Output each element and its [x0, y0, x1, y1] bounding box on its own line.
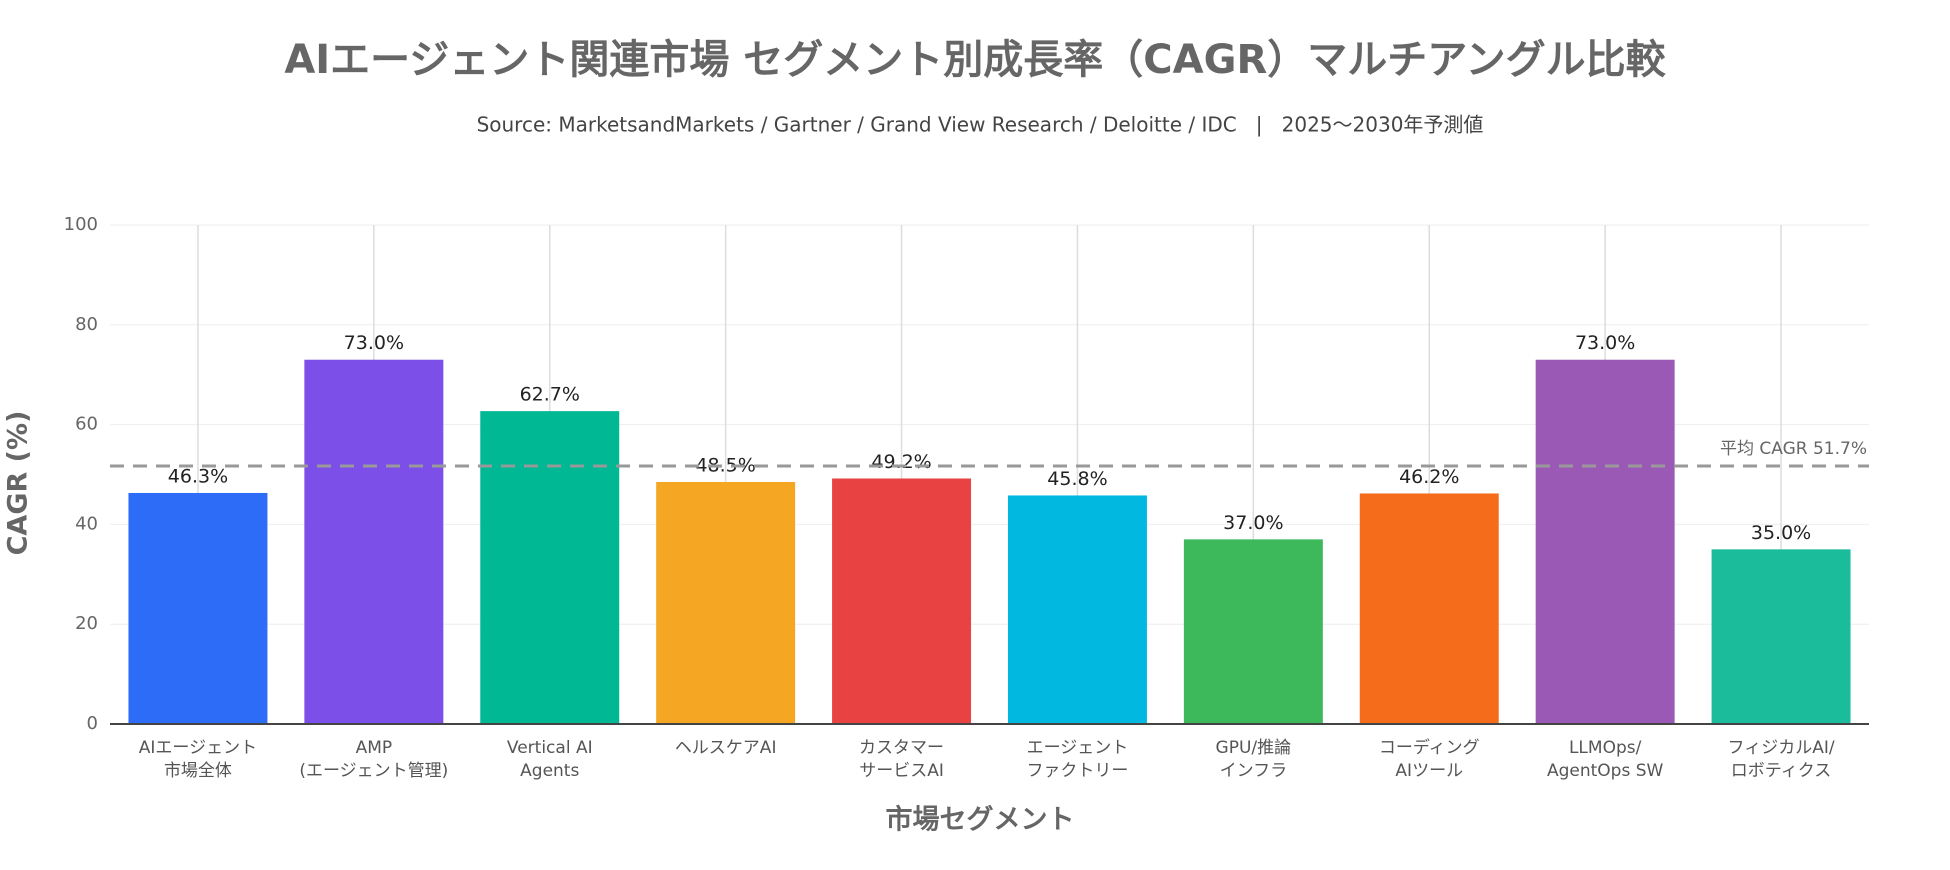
x-tick-label: Vertical AI — [507, 738, 593, 758]
y-tick-label: 60 — [75, 414, 98, 435]
value-label: 35.0% — [1751, 522, 1811, 544]
bar — [1711, 549, 1851, 724]
value-label: 46.3% — [168, 465, 228, 487]
x-tick-label: カスタマー — [859, 738, 944, 758]
x-tick-label: AIエージェント — [139, 738, 257, 758]
x-tick-label: AMP — [356, 738, 393, 758]
x-tick-label: エージェント — [1027, 738, 1129, 758]
bar — [1007, 495, 1147, 724]
x-axis-title: 市場セグメント — [886, 804, 1075, 836]
bar — [480, 411, 620, 724]
value-label: 45.8% — [1047, 468, 1107, 490]
x-tick-label: フィジカルAI/ — [1728, 738, 1835, 758]
x-tick-label: ロボティクス — [1731, 761, 1831, 781]
value-label: 62.7% — [520, 384, 580, 406]
x-tick-label: サービスAI — [859, 761, 944, 781]
x-tick-label: ヘルスケアAI — [675, 738, 777, 758]
bar — [128, 492, 268, 724]
y-tick-label: 20 — [75, 613, 98, 634]
x-tick-label: インフラ — [1220, 761, 1288, 781]
x-tick-label: GPU/推論 — [1216, 738, 1292, 758]
x-tick-label: AgentOps SW — [1547, 761, 1664, 781]
bar — [1535, 359, 1675, 724]
x-tick-label: (エージェント管理) — [299, 761, 448, 781]
x-tick-label: Agents — [520, 761, 579, 781]
bar — [1183, 539, 1323, 724]
value-label: 73.0% — [344, 332, 404, 354]
chart-subtitle: Source: MarketsandMarkets / Gartner / Gr… — [477, 113, 1484, 137]
bar — [832, 478, 972, 724]
value-label: 46.2% — [1399, 466, 1459, 488]
y-tick-label: 80 — [75, 314, 98, 335]
bar — [304, 359, 444, 724]
x-tick-label: コーディング — [1379, 737, 1480, 758]
value-label: 37.0% — [1223, 512, 1283, 534]
chart-title: AIエージェント関連市場 セグメント別成長率（CAGR）マルチアングル比較 — [284, 37, 1666, 83]
x-tick-label: AIツール — [1395, 761, 1463, 781]
x-tick-label: ファクトリー — [1026, 761, 1128, 781]
bar — [1359, 493, 1499, 724]
y-tick-label: 40 — [75, 513, 98, 534]
value-label: 73.0% — [1575, 332, 1635, 354]
value-label: 48.5% — [695, 454, 755, 476]
x-tick-label: 市場全体 — [164, 761, 232, 781]
y-tick-label: 100 — [64, 214, 98, 235]
y-tick-label: 0 — [87, 713, 98, 734]
y-axis-title: CAGR (%) — [3, 411, 34, 556]
average-label: 平均 CAGR 51.7% — [1720, 439, 1867, 459]
bar — [656, 481, 796, 724]
value-label: 49.2% — [871, 451, 931, 473]
x-tick-label: LLMOps/ — [1569, 738, 1642, 758]
